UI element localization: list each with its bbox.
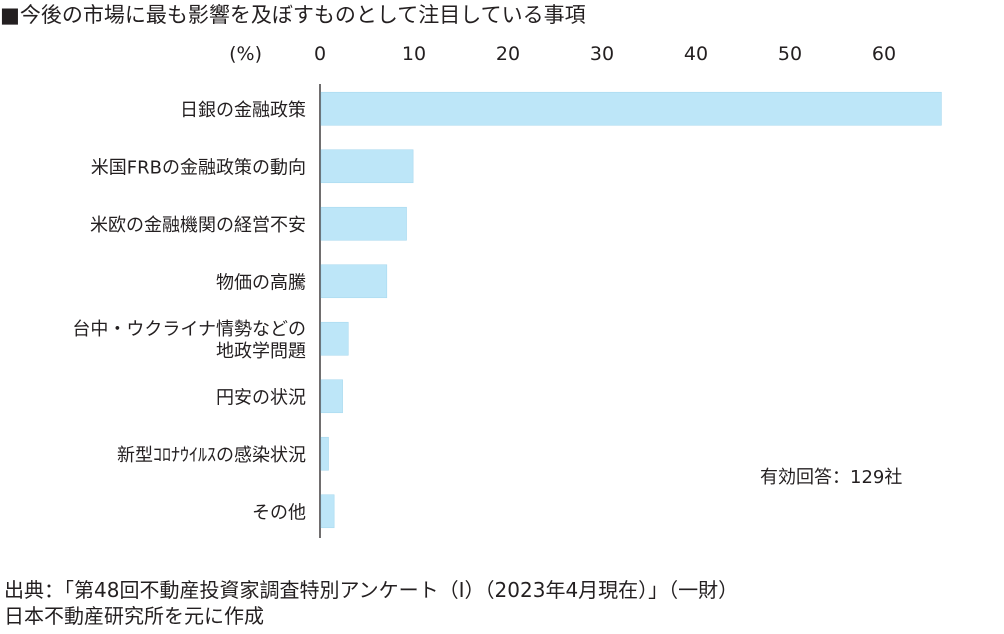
x-tick-label: 40 — [684, 43, 708, 65]
bar — [320, 321, 349, 356]
category-label: 地政学問題 — [216, 341, 306, 362]
bar — [320, 149, 414, 184]
category-label: 米国FRBの金融政策の動向 — [91, 157, 306, 178]
x-tick-label: 30 — [590, 43, 614, 65]
bar — [320, 264, 388, 299]
category-label: その他 — [252, 502, 306, 523]
bar — [320, 91, 942, 126]
x-tick-label: 10 — [402, 43, 426, 65]
response-count-annotation: 有効回答：129社 — [760, 467, 902, 488]
x-tick-label: 0 — [314, 43, 326, 65]
x-tick-label: 60 — [872, 43, 896, 65]
category-label: 台中・ウクライナ情勢などの — [72, 319, 306, 340]
category-label: 米欧の金融機関の経営不安 — [90, 215, 306, 236]
bar — [320, 436, 329, 471]
category-label: 物価の高騰 — [216, 272, 306, 293]
unit-label: (%) — [229, 43, 262, 65]
source-line-1: 出典：「第48回不動産投資家調査特別アンケート（I）（2023年4月現在）」（一… — [4, 578, 739, 602]
bar — [320, 206, 407, 241]
category-label: 円安の状況 — [216, 387, 306, 408]
category-label: 新型ｺﾛﾅｳｲﾙｽの感染状況 — [117, 445, 306, 466]
source-line-2: 日本不動産研究所を元に作成 — [4, 604, 264, 628]
bar — [320, 379, 343, 414]
category-label: 日銀の金融政策 — [180, 100, 306, 121]
chart-title: ■今後の市場に最も影響を及ぼすものとして注目している事項 — [0, 3, 586, 27]
bar — [320, 494, 335, 529]
x-tick-label: 50 — [778, 43, 802, 65]
x-tick-label: 20 — [496, 43, 520, 65]
